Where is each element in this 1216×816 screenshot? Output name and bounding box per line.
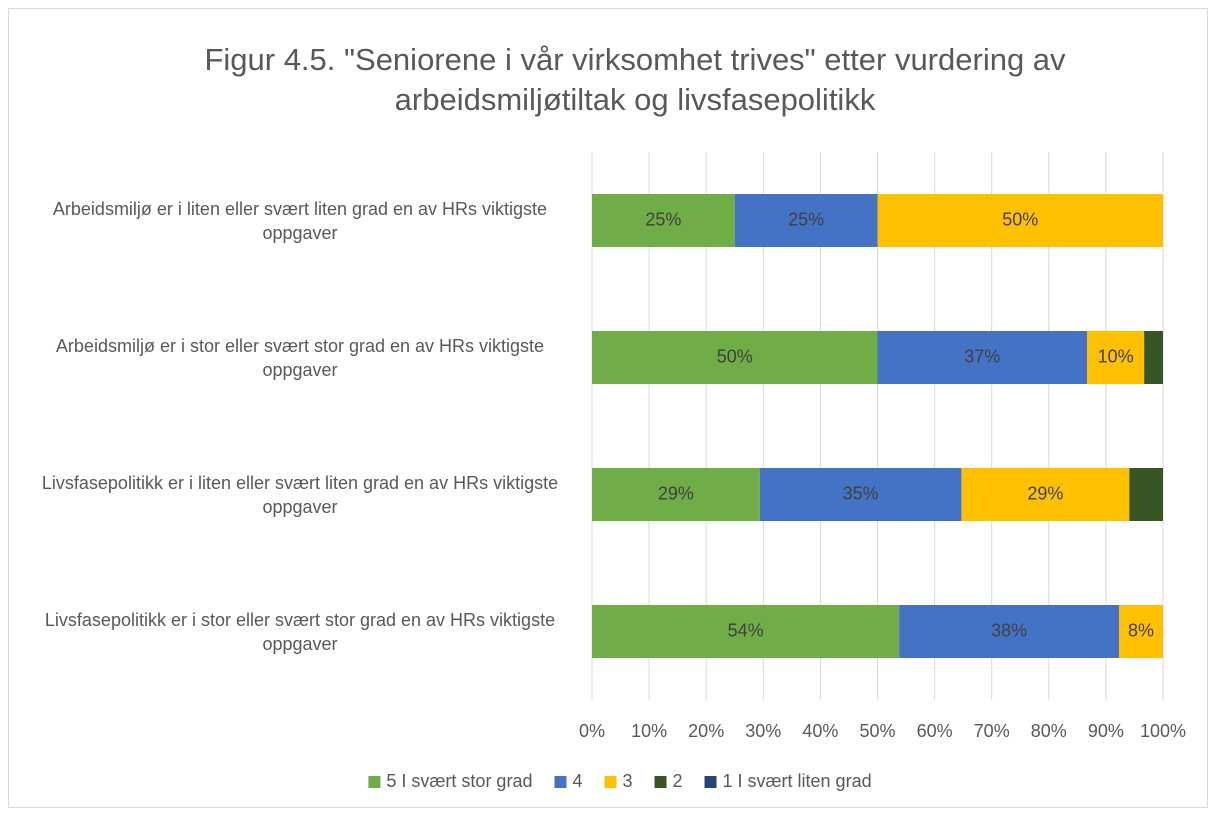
data-label: 10% — [1098, 346, 1134, 366]
x-tick-label: 40% — [802, 721, 838, 741]
chart-title: Figur 4.5. "Seniorene i vår virksomhet t… — [204, 42, 1066, 117]
bar-segment — [961, 468, 1130, 521]
data-label: 25% — [788, 209, 824, 229]
bar-segment — [1119, 605, 1163, 658]
y-tick-label: Livsfasepolitikk er i stor eller svært s… — [44, 609, 556, 654]
x-tick-label: 100% — [1140, 721, 1186, 741]
legend-swatch — [368, 776, 381, 788]
data-label: 35% — [843, 483, 879, 503]
bar-segment — [734, 194, 878, 247]
chart-border — [8, 8, 1208, 808]
x-tick-label: 0% — [579, 721, 605, 741]
bar-segment — [877, 331, 1088, 384]
x-tick-label: 90% — [1088, 721, 1124, 741]
bar-segment — [592, 331, 878, 384]
x-tick-label: 10% — [631, 721, 667, 741]
data-label: 50% — [1002, 209, 1038, 229]
y-tick-label: Arbeidsmiljø er i liten eller svært lite… — [52, 198, 548, 243]
bar-segment — [592, 468, 760, 521]
x-tick-label: 60% — [917, 721, 953, 741]
legend-swatch — [704, 776, 717, 788]
data-label: 38% — [991, 620, 1027, 640]
y-tick-label: Livsfasepolitikk er i liten eller svært … — [41, 472, 559, 517]
bar-segment — [1129, 468, 1163, 521]
data-label: 29% — [658, 483, 694, 503]
data-label: 37% — [964, 346, 1000, 366]
legend: 5 I svært stor grad 4 3 2 1 I svært liten gr… — [368, 771, 872, 791]
bar-segment — [1144, 331, 1163, 384]
legend-label: 2 — [673, 771, 683, 791]
data-label: 29% — [1027, 483, 1063, 503]
x-tick-label: 30% — [745, 721, 781, 741]
bar-segment — [1087, 331, 1145, 384]
legend-label: 4 — [572, 771, 582, 791]
data-label: 8% — [1128, 620, 1154, 640]
bar-segment — [877, 194, 1163, 247]
bar-segment — [592, 194, 735, 247]
data-label: 54% — [728, 620, 764, 640]
legend-swatch — [604, 776, 617, 788]
legend-label: 1 I svært liten grad — [723, 771, 872, 791]
bar-segment — [899, 605, 1120, 658]
legend-swatch — [554, 776, 567, 788]
bar-segment — [592, 605, 900, 658]
x-tick-label: 80% — [1031, 721, 1067, 741]
x-tick-label: 50% — [859, 721, 895, 741]
x-tick-label: 70% — [974, 721, 1010, 741]
legend-label: 3 — [622, 771, 632, 791]
data-label: 25% — [645, 209, 681, 229]
x-tick-label: 20% — [688, 721, 724, 741]
y-tick-label: Arbeidsmiljø er i stor eller svært stor … — [55, 335, 545, 380]
legend-swatch — [654, 776, 667, 788]
bar-segment — [759, 468, 962, 521]
legend-label: 5 I svært stor grad — [386, 771, 532, 791]
data-label: 50% — [717, 346, 753, 366]
